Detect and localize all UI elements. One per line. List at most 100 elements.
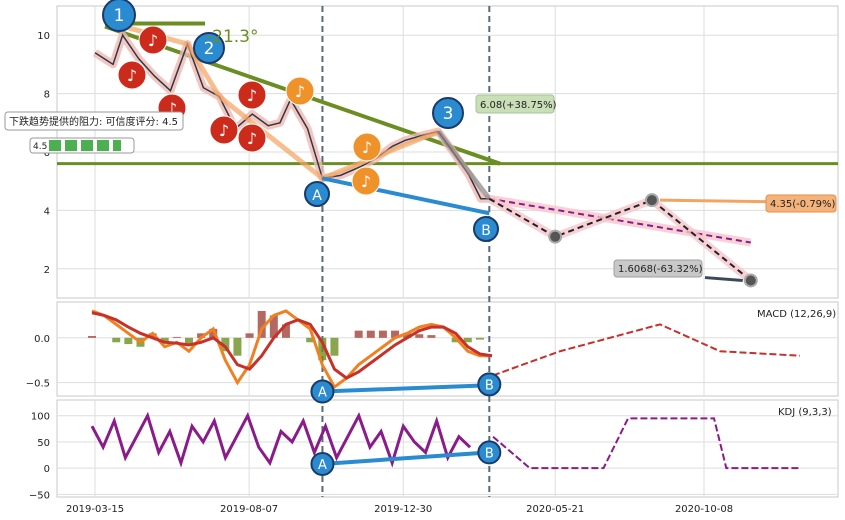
macd-y-tick-label: 0.0 <box>34 334 50 345</box>
kdj-forecast-line <box>492 417 800 470</box>
kdj-y-tick-label: 50 <box>37 438 50 449</box>
x-tick-label: 2019-12-30 <box>374 504 432 515</box>
macd-histogram-bar <box>403 333 412 338</box>
kdj-k-line <box>90 411 472 468</box>
label-low: 1.6068(-63.32%) <box>618 264 703 275</box>
macd-histogram-bar <box>354 330 363 338</box>
kdj-point-marker <box>477 440 502 465</box>
note-glyph: ♪ <box>219 121 229 140</box>
wave-point-label: B <box>481 223 491 239</box>
support-line-a-b <box>322 176 490 216</box>
macd-histogram-bar <box>88 336 96 338</box>
macd-histogram-bar <box>427 335 436 338</box>
macd-histogram-bar <box>172 336 181 338</box>
macd-histogram-bar <box>209 328 218 338</box>
x-tick-label: 2020-10-08 <box>675 504 733 515</box>
signal-line <box>91 311 493 380</box>
note-glyph: ♪ <box>361 172 371 191</box>
macd-histogram-bar <box>245 333 254 338</box>
macd-point-label: B <box>485 378 494 393</box>
kdj-plot: AB <box>90 411 800 476</box>
macd-forecast-line <box>492 323 801 377</box>
signal-note-icon <box>351 166 381 196</box>
kdj-panel-label: KDJ (9,3,3) <box>778 407 832 418</box>
price-plot: ♪ ♪ ♪ ♪ ♪ ♪ ♪ ♪ ♪ 1 2 3 A B <box>57 0 838 288</box>
macd-point-marker <box>477 372 502 397</box>
wave-point-label: A <box>312 188 322 204</box>
arrow-mid <box>659 198 767 204</box>
wave-point-label: 1 <box>114 6 125 26</box>
label-up-box: 6.08(+38.75%) <box>475 94 557 114</box>
macd-histogram-bar <box>160 337 169 343</box>
macd-histogram-bar <box>197 333 206 338</box>
kdj-y-tick-label: 100 <box>31 412 50 423</box>
label-up: 6.08(+38.75%) <box>480 100 557 111</box>
signal-note-icon <box>352 132 382 162</box>
price-y-tick-label: 8 <box>44 90 50 101</box>
wave-point-marker <box>102 0 136 32</box>
signal-note-icon <box>138 25 168 55</box>
resistance-label: 下跌趋势提供的阻力: 可信度评分: 4.5 <box>9 115 178 128</box>
macd-divergence-line <box>322 383 490 394</box>
macd-histogram-bar <box>475 337 484 340</box>
angle-label: -21.3° <box>206 27 259 47</box>
macd-histogram-bar <box>306 337 315 343</box>
macd-histogram-bar <box>318 337 327 361</box>
macd-histogram-bar <box>184 337 193 345</box>
macd-histogram-bar <box>391 330 400 338</box>
note-glyph: ♪ <box>167 99 177 118</box>
macd-histogram-bar <box>463 337 472 343</box>
signal-note-icon <box>209 115 239 145</box>
wave-point-marker <box>473 216 499 242</box>
kdj-y-tick-label: −50 <box>29 490 50 501</box>
note-glyph: ♪ <box>362 138 372 157</box>
resistance-callout: 下跌趋势提供的阻力: 可信度评分: 4.5 <box>4 111 184 131</box>
forecast-up-line <box>489 197 751 244</box>
signal-note-icon <box>237 123 267 153</box>
label-mid-box: 4.35(-0.79%) <box>765 194 837 213</box>
macd-histogram-bar <box>281 324 290 338</box>
macd-panel-label: MACD (12,26,9) <box>757 309 836 320</box>
macd-histogram-bar <box>221 337 230 352</box>
macd-point-marker <box>310 379 335 404</box>
macd-histogram-bar <box>233 337 242 356</box>
signal-note-icon <box>117 60 147 90</box>
x-tick-label: 2019-08-07 <box>220 504 278 515</box>
forecast-point <box>548 229 563 244</box>
arrow-low <box>704 276 743 282</box>
kdj-point-marker <box>310 451 335 476</box>
macd-histogram-bar <box>124 337 133 345</box>
note-glyph: ♪ <box>148 31 158 50</box>
forecast-point <box>644 193 659 208</box>
score-label: 4.5 <box>33 142 47 152</box>
note-glyph: ♪ <box>127 66 137 85</box>
price-y-tick-label: 4 <box>44 206 50 217</box>
note-glyph: ♪ <box>247 86 257 105</box>
macd-point-label: A <box>318 386 327 401</box>
macd-histogram-bar <box>269 315 278 338</box>
wave-point-marker <box>193 32 225 64</box>
kdj-y-tick-label: 0 <box>44 464 50 475</box>
macd-histogram-bar <box>330 337 339 356</box>
kdj-point-label: B <box>485 446 494 461</box>
label-mid: 4.35(-0.79%) <box>770 199 836 210</box>
note-glyph: ♪ <box>295 82 305 101</box>
macd-histogram-bar <box>366 330 375 338</box>
price-y-tick-label: 10 <box>37 31 50 42</box>
x-tick-label: 2019-03-15 <box>66 504 124 515</box>
macd-histogram-bar <box>112 337 121 343</box>
x-tick-label: 2020-05-21 <box>526 504 584 515</box>
signal-note-icon <box>237 80 267 110</box>
forecast-point <box>743 273 758 288</box>
price-y-tick-label: 2 <box>44 265 50 276</box>
signal-note-icon <box>285 76 315 106</box>
score-badge: 4.5 <box>29 137 135 154</box>
macd-histogram-bar <box>257 310 266 338</box>
wave-point-marker <box>432 97 464 129</box>
wave-point-marker <box>304 181 330 207</box>
kdj-point-label: A <box>318 458 327 473</box>
forecast-mid-line <box>488 197 752 282</box>
macd-panel-frame <box>56 301 839 397</box>
